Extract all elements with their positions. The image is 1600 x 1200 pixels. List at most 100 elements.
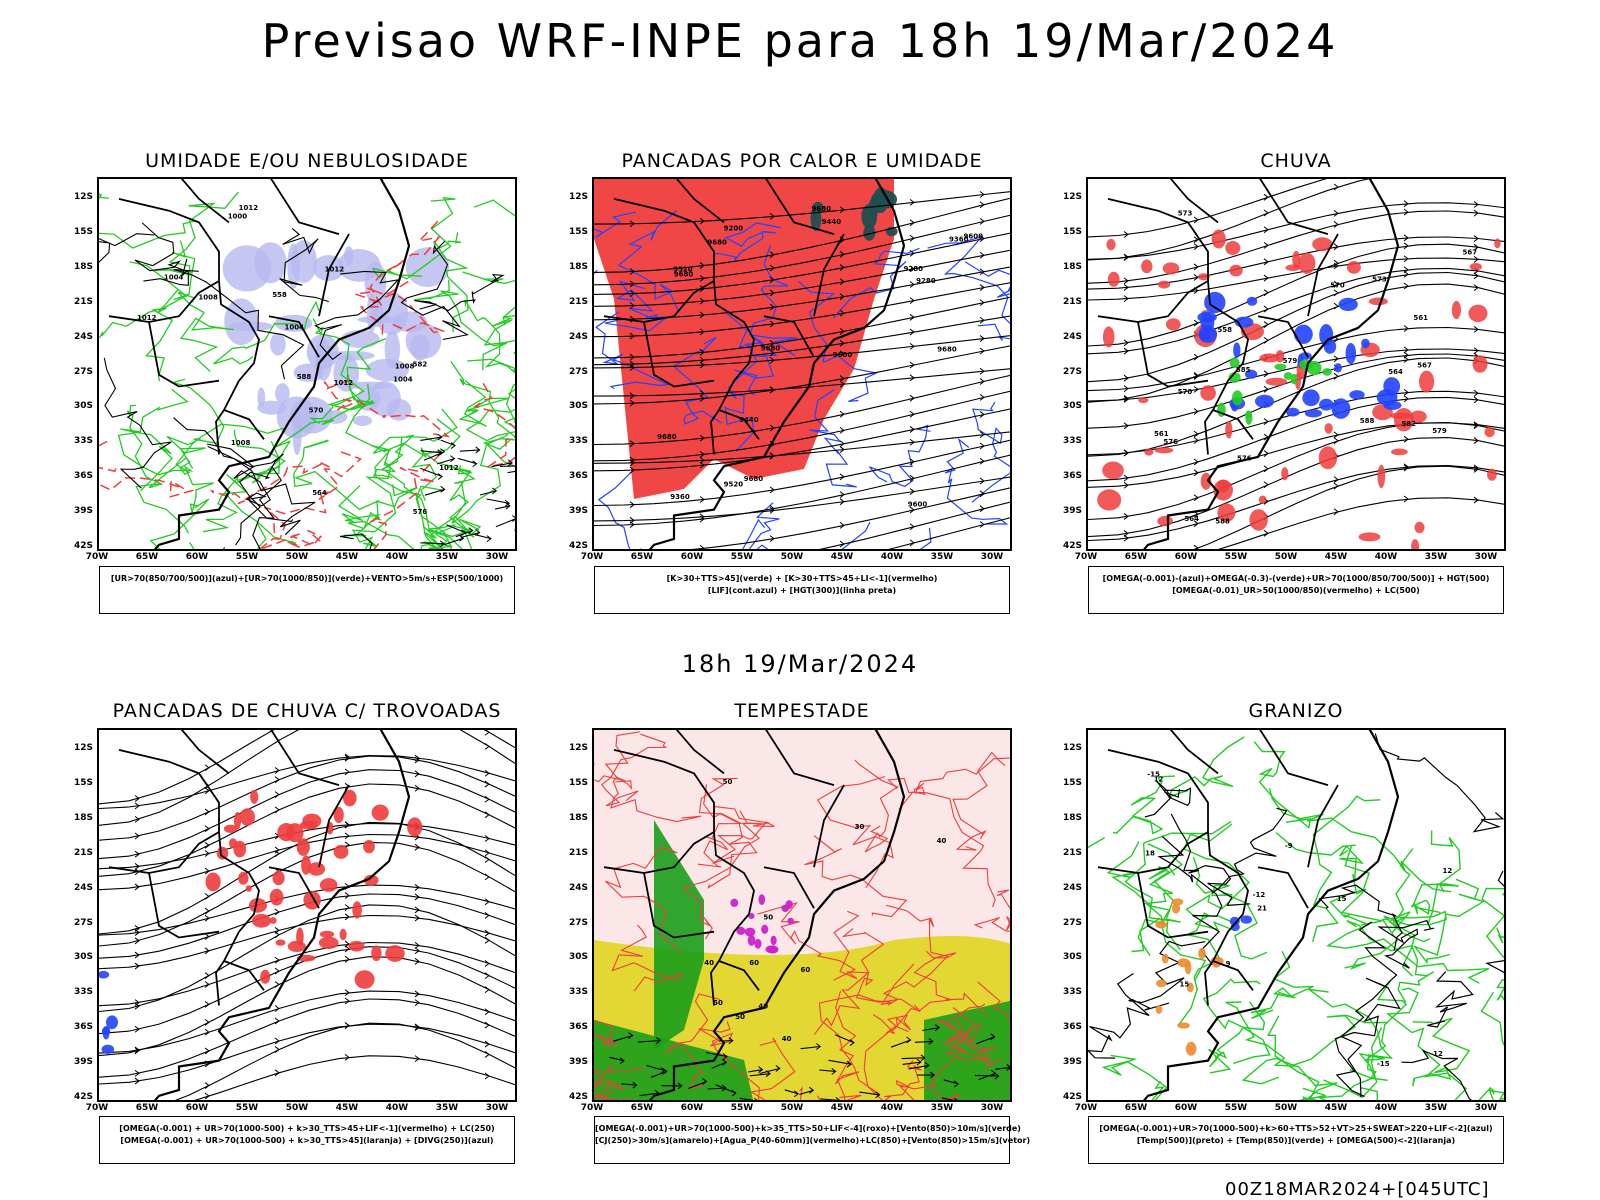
streamline-arrow [979, 477, 985, 485]
temp850-contour [1182, 820, 1250, 925]
streamline-arrow [414, 884, 420, 891]
contour-label: 1008 [395, 362, 415, 370]
humidity-area [287, 243, 300, 289]
lifted-index-contour [964, 261, 1010, 298]
temp500-contour [1157, 835, 1223, 966]
thunderstorm-area [385, 945, 405, 962]
lat-tick-label: 12S [568, 743, 588, 753]
country-border [268, 866, 320, 909]
panel-legend: [OMEGA(-0.001)+UR>70(1000-500)+k>35_TTS>… [594, 1116, 1030, 1164]
rain-area [1107, 271, 1120, 287]
lon-tick-label: 35W [1424, 1103, 1448, 1113]
omega-area [1204, 291, 1226, 314]
page-title: Previsao WRF-INPE para 18h 19/Mar/2024 [261, 14, 1339, 68]
wind-vector-head [728, 1037, 734, 1045]
streamline [594, 335, 1010, 369]
rain-area [1225, 241, 1241, 255]
streamline-arrow [1403, 346, 1409, 354]
humidity-area [333, 354, 360, 392]
storm-area [770, 935, 777, 946]
streamline-arrow [1333, 183, 1339, 191]
lon-tick-label: 65W [135, 1103, 159, 1113]
thickness-contour [355, 280, 446, 334]
streamline-arrow [839, 278, 845, 286]
wind-vector [749, 1073, 771, 1077]
streamline-arrow [204, 933, 210, 941]
contour-label: 9680 [657, 433, 677, 441]
streamline-arrow [1263, 258, 1269, 266]
temp850-contour [1306, 988, 1394, 1081]
wind-vector-head [504, 499, 510, 507]
contour-label: 579 [1432, 427, 1447, 435]
lat-tick-label: 36S [1062, 471, 1082, 482]
storm-area [761, 924, 769, 934]
streamline [99, 914, 515, 970]
temp500-contour [1088, 973, 1150, 1059]
rain-area [1298, 252, 1316, 274]
lat-tick-label: 27S [1062, 917, 1082, 928]
legend-line: [OMEGA(-0.001) + UR>70(1000-500) + k>30_… [119, 1124, 495, 1133]
streamline-arrow [1263, 226, 1269, 234]
lat-tick-label: 27S [568, 917, 588, 928]
country-border [1169, 730, 1219, 775]
rain-area [1292, 250, 1301, 269]
streamline-arrow [1473, 284, 1479, 292]
panel-title: GRANIZO [1248, 700, 1344, 722]
omega500-area [1171, 903, 1181, 914]
rain-area [1410, 410, 1427, 423]
temp850-contour [1208, 1001, 1266, 1074]
wind-vector-head [875, 1091, 881, 1099]
pressure-contour [400, 240, 469, 341]
water-content-contour [611, 924, 682, 992]
lon-tick-label: 65W [135, 552, 159, 562]
rain-area [1391, 448, 1408, 456]
streamline-arrow [769, 386, 775, 394]
omega-strong-area [1229, 357, 1240, 369]
wind-vector [688, 1080, 707, 1090]
rain-area [1165, 318, 1181, 331]
streamline-arrow [699, 262, 705, 269]
streamline [594, 197, 1010, 273]
streamline [594, 454, 1010, 527]
streamline-arrow [769, 264, 775, 272]
country-border [1137, 321, 1209, 388]
legend-line: [OMEGA(-0.001)+UR>70(1000-500)+k>60+TTS>… [1099, 1124, 1493, 1133]
country-border [643, 872, 715, 939]
lifted-index-contour [944, 437, 1009, 525]
streamline-arrow [204, 914, 210, 922]
temp850-contour [1167, 736, 1245, 798]
humidity-contour [428, 524, 473, 549]
lifted-index-contour [718, 518, 766, 549]
streamline-arrow [204, 1092, 210, 1100]
temp850-contour [1323, 979, 1408, 1099]
thunderstorm-area [250, 789, 259, 804]
wind-vector-head [492, 487, 498, 495]
streamline-arrow [1333, 221, 1339, 228]
temp850-contour [1346, 919, 1435, 1003]
streamline-arrow [629, 220, 635, 228]
rain-area [1102, 461, 1124, 480]
streamline-arrow [839, 250, 845, 258]
streamline-arrow [979, 201, 985, 209]
streamline-arrow [629, 353, 635, 361]
temp850-contour [1275, 832, 1383, 926]
lat-tick-label: 12S [1062, 743, 1082, 753]
temp850-contour [1250, 951, 1314, 1020]
wind-vector-head [507, 459, 514, 467]
streamline-arrow [1263, 385, 1269, 393]
lon-tick-label: 70W [1074, 1103, 1098, 1113]
contour-label: 1012 [334, 379, 354, 387]
streamline-arrow [699, 328, 705, 336]
streamline-arrow [629, 440, 635, 448]
omega-strong-area [1232, 390, 1243, 406]
lat-tick-label: 24S [1062, 882, 1082, 893]
map-canvas: 9680 9680 9680 9600 9680 9680 9600 9520 9440 9360… [594, 179, 1010, 549]
streamline-arrow [909, 438, 915, 446]
lifted-index-contour [714, 222, 782, 261]
contour-label: 588 [1215, 518, 1230, 526]
contour-label: 9 [1226, 960, 1231, 968]
panel-title: UMIDADE E/OU NEBULOSIDADE [145, 150, 469, 172]
omega-strong-area [1274, 363, 1287, 370]
temp850-contour [1268, 788, 1452, 893]
temp500-contour [1401, 1049, 1472, 1100]
